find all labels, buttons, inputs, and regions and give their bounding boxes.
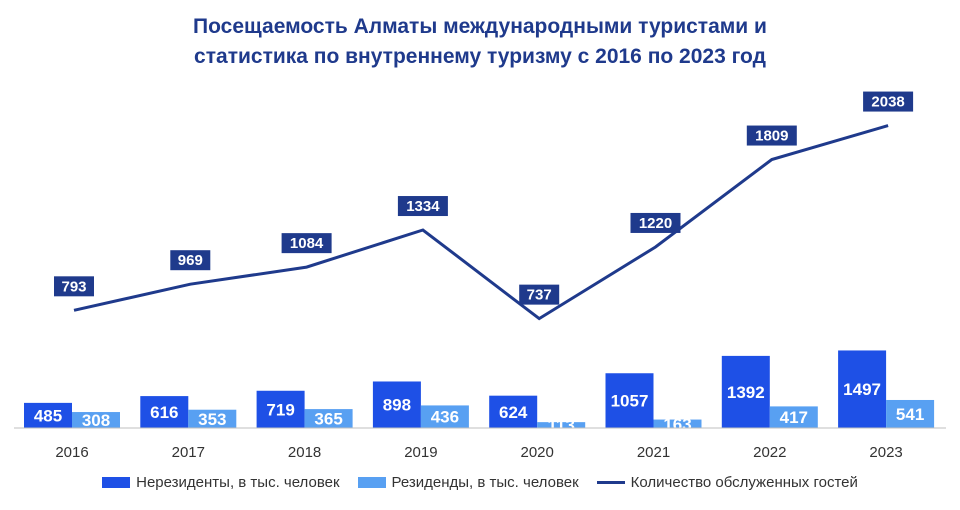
bar-label-residents-2023: 541: [896, 405, 924, 424]
bar-nonresidents-2019: [372, 381, 421, 428]
x-tick-label-2019: 2019: [404, 444, 437, 461]
x-tick-label-2018: 2018: [288, 444, 321, 461]
bar-label-nonresidents-2020: 624: [499, 403, 528, 422]
legend-label-residents: Резиденды, в тыс. человек: [391, 474, 579, 491]
bar-residents-2023: [886, 399, 935, 428]
x-tick-label-2017: 2017: [172, 444, 205, 461]
x-tick-label-2021: 2021: [637, 444, 670, 461]
legend-swatch-guests: [596, 481, 625, 484]
point-label-box-guests-2022: [746, 125, 797, 146]
bar-residents-2019: [420, 405, 469, 428]
legend-swatch-residents: [357, 477, 386, 488]
bar-label-nonresidents-2018: 719: [266, 400, 294, 419]
bar-residents-2016: [72, 412, 120, 428]
legend-item-guests: Количество обслуженных гостей: [596, 474, 858, 491]
bar-label-residents-2016: 308: [82, 411, 110, 430]
bar-label-residents-2020: 113: [547, 416, 574, 435]
bar-nonresidents-2022: [721, 355, 770, 428]
bar-label-residents-2021: 163: [663, 415, 691, 434]
chart-legend: Нерезиденты, в тыс. человек Резиденды, в…: [0, 474, 960, 491]
bar-residents-2017: [188, 409, 237, 428]
bar-label-residents-2018: 365: [314, 410, 342, 429]
legend-item-nonresidents: Нерезиденты, в тыс. человек: [102, 474, 340, 491]
x-tick-label-2016: 2016: [55, 444, 88, 461]
point-label-box-guests-2020: [519, 284, 560, 305]
bar-label-residents-2017: 353: [198, 410, 226, 429]
bar-label-nonresidents-2023: 1497: [843, 380, 881, 399]
bar-label-nonresidents-2021: 1057: [611, 392, 649, 411]
x-tick-label-2022: 2022: [753, 444, 786, 461]
bar-label-nonresidents-2017: 616: [150, 403, 178, 422]
point-label-guests-2016: 793: [61, 278, 86, 295]
bar-nonresidents-2018: [256, 390, 305, 428]
point-label-box-guests-2023: [863, 91, 914, 112]
point-label-box-guests-2017: [170, 250, 211, 271]
point-label-box-guests-2016: [54, 276, 94, 297]
bar-label-residents-2022: 417: [780, 408, 808, 427]
point-label-guests-2019: 1334: [406, 198, 440, 215]
bar-residents-2021: [653, 419, 702, 428]
point-label-box-guests-2018: [281, 233, 332, 254]
chart-title-line-1: Посещаемость Алматы международными турис…: [193, 15, 767, 38]
x-tick-label-2020: 2020: [521, 444, 554, 461]
bar-residents-2018: [304, 409, 353, 428]
point-label-guests-2022: 1809: [755, 128, 788, 145]
bar-label-residents-2019: 436: [431, 408, 459, 427]
bar-residents-2022: [769, 406, 818, 428]
bar-nonresidents-2021: [605, 373, 654, 428]
point-label-guests-2018: 1084: [290, 235, 324, 252]
chart-canvas: 485 308 2016 616 353 2017 719 365 2018 898 436 2019…: [14, 91, 946, 461]
chart-title: Посещаемость Алматы международными турис…: [0, 12, 960, 72]
legend-label-nonresidents: Нерезиденты, в тыс. человек: [136, 474, 340, 491]
x-tick-label-2023: 2023: [869, 444, 902, 461]
point-label-guests-2023: 2038: [871, 94, 904, 111]
legend-label-guests: Количество обслуженных гостей: [630, 474, 858, 491]
line-guests: [73, 124, 889, 321]
point-label-guests-2020: 737: [527, 287, 552, 304]
chart-title-line-2: статистика по внутреннему туризму с 2016…: [194, 45, 766, 68]
bar-label-nonresidents-2022: 1392: [727, 383, 765, 402]
bar-label-nonresidents-2016: 485: [34, 406, 62, 425]
bar-nonresidents-2020: [489, 395, 538, 428]
point-label-guests-2021: 1220: [639, 215, 672, 232]
point-label-guests-2017: 969: [178, 252, 203, 269]
bar-label-nonresidents-2019: 898: [383, 396, 411, 415]
legend-item-residents: Резиденды, в тыс. человек: [357, 474, 579, 491]
bar-nonresidents-2017: [140, 396, 189, 428]
legend-swatch-nonresidents: [102, 477, 131, 488]
bar-nonresidents-2016: [24, 402, 72, 428]
point-label-box-guests-2021: [630, 212, 681, 233]
point-label-box-guests-2019: [397, 196, 448, 217]
bar-nonresidents-2023: [838, 350, 887, 428]
bar-residents-2020: [537, 422, 586, 428]
